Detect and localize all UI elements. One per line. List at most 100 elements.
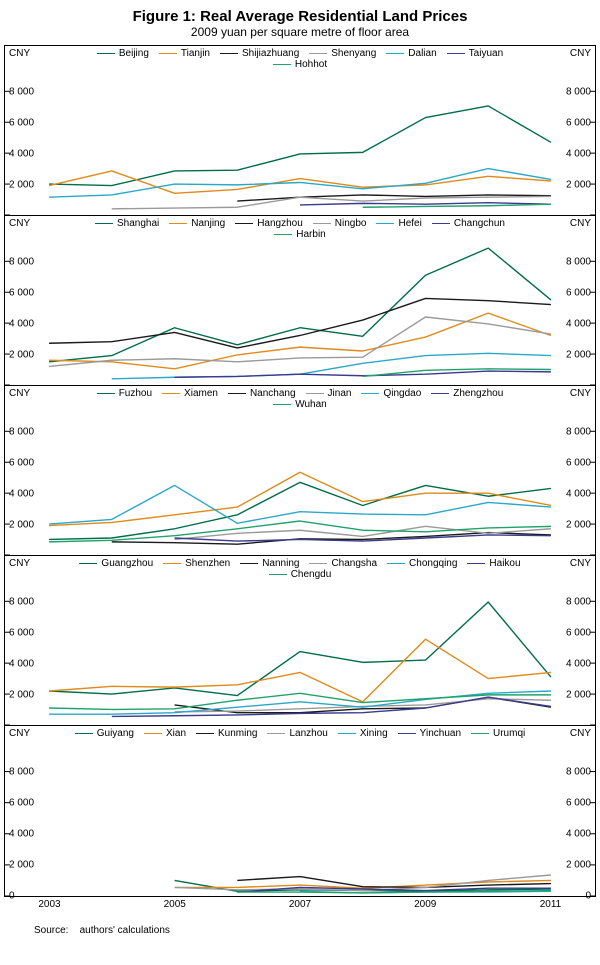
plot-area <box>5 240 595 380</box>
legend-label: Haikou <box>489 558 520 569</box>
legend-label: Changsha <box>331 558 377 569</box>
legend-swatch <box>309 563 327 564</box>
panel-legend: BeijingTianjinShijiazhuangShenyangDalian… <box>5 46 595 70</box>
legend-item: Shijiazhuang <box>220 48 299 59</box>
legend-label: Shijiazhuang <box>242 48 299 59</box>
legend-item: Shenzhen <box>163 558 230 569</box>
legend-label: Tianjin <box>181 48 210 59</box>
legend-swatch <box>196 733 214 734</box>
legend-item: Jinan <box>306 388 352 399</box>
legend-item: Wuhan <box>273 399 327 410</box>
legend-swatch <box>431 393 449 394</box>
legend-label: Urumqi <box>493 728 525 739</box>
series-line <box>237 891 551 893</box>
legend-label: Chengdu <box>291 569 332 580</box>
legend-item: Chongqing <box>387 558 457 569</box>
x-tick-label: 2003 <box>38 899 60 910</box>
legend-label: Wuhan <box>295 399 327 410</box>
panel-legend: FuzhouXiamenNanchangJinanQingdaoZhengzho… <box>5 386 595 410</box>
plot-area <box>5 580 595 720</box>
legend-swatch <box>144 733 162 734</box>
legend-swatch <box>376 223 394 224</box>
y-tick-label-right: 8 000 <box>566 596 591 607</box>
y-tick-label-left: 8 000 <box>9 596 34 607</box>
legend-swatch <box>386 53 404 54</box>
legend-swatch <box>267 733 285 734</box>
legend-item: Dalian <box>386 48 436 59</box>
plot-area <box>5 70 595 210</box>
legend-item: Nanchang <box>228 388 296 399</box>
legend-item: Urumqi <box>471 728 525 739</box>
y-tick-label-left: 4 000 <box>9 488 34 499</box>
legend-label: Lanzhou <box>289 728 327 739</box>
legend-swatch <box>163 563 181 564</box>
legend-item: Changsha <box>309 558 377 569</box>
y-tick-label-right: 4 000 <box>566 828 591 839</box>
legend-swatch <box>273 404 291 405</box>
legend-item: Beijing <box>97 48 149 59</box>
x-tick-label: 2009 <box>414 899 436 910</box>
legend-label: Guiyang <box>97 728 134 739</box>
legend-item: Guiyang <box>75 728 134 739</box>
legend-swatch <box>432 223 450 224</box>
legend-swatch <box>75 733 93 734</box>
legend-label: Zhengzhou <box>453 388 503 399</box>
figure-container: Figure 1: Real Average Residential Land … <box>0 0 600 940</box>
x-tick-label: 2011 <box>540 899 562 910</box>
legend-label: Shanghai <box>117 218 159 229</box>
legend-label: Taiyuan <box>469 48 503 59</box>
legend-item: Hohhot <box>273 59 327 70</box>
source-line: Source: authors' calculations <box>4 919 596 936</box>
legend-label: Beijing <box>119 48 149 59</box>
y-tick-label-left: 2 000 <box>9 179 34 190</box>
source-text: authors' calculations <box>80 925 170 936</box>
x-tick-label: 2005 <box>164 899 186 910</box>
y-tick-label-right: 2 000 <box>566 179 591 190</box>
legend-label: Ningbo <box>335 218 367 229</box>
legend-item: Tianjin <box>159 48 210 59</box>
y-tick-label-right: 4 000 <box>566 658 591 669</box>
legend-swatch <box>79 563 97 564</box>
y-tick-label-left: 4 000 <box>9 148 34 159</box>
legend-item: Hefei <box>376 218 421 229</box>
series-line <box>237 887 551 892</box>
y-tick-label-left: 8 000 <box>9 426 34 437</box>
legend-label: Harbin <box>296 229 325 240</box>
y-tick-label-left: 6 000 <box>9 117 34 128</box>
plot-area <box>5 410 595 550</box>
y-tick-label-left: 2 000 <box>9 349 34 360</box>
chart-panel: CNYCNYGuangzhouShenzhenNanningChangshaCh… <box>5 556 595 726</box>
legend-label: Shenzhen <box>185 558 230 569</box>
legend-label: Hohhot <box>295 59 327 70</box>
legend-swatch <box>228 393 246 394</box>
y-tick-label-left: 4 000 <box>9 318 34 329</box>
legend-label: Xiamen <box>184 388 218 399</box>
x-axis: 2003 2005 2007 2009 2011 <box>6 897 595 919</box>
legend-swatch <box>240 563 258 564</box>
panel-legend: Guangzhou Shenzhen Nanning Changsha Chongqin… <box>5 556 595 580</box>
legend-label: Hangzhou <box>257 218 303 229</box>
source-label: Source: <box>34 925 68 936</box>
legend-label: Kunming <box>218 728 257 739</box>
legend-item: Chengdu <box>269 569 332 580</box>
legend-item: Yinchuan <box>398 728 461 739</box>
chart-panel: CNYCNYFuzhouXiamenNanchangJinanQingdaoZh… <box>5 386 595 556</box>
y-tick-label-left: 4 000 <box>9 828 34 839</box>
figure-title: Figure 1: Real Average Residential Land … <box>4 8 596 25</box>
legend-swatch <box>97 53 115 54</box>
y-tick-label-left: 6 000 <box>9 287 34 298</box>
legend-item: Harbin <box>274 229 325 240</box>
x-tick-label: 2007 <box>289 899 311 910</box>
y-tick-label-right: 0 <box>585 891 591 902</box>
chart-panel: CNYCNYShanghaiNanjingHangzhouNingboHefei… <box>5 216 595 386</box>
y-tick-label-left: 2 000 <box>9 519 34 530</box>
legend-swatch <box>447 53 465 54</box>
legend-swatch <box>220 53 238 54</box>
legend-label: Nanning <box>262 558 299 569</box>
y-tick-label-right: 2 000 <box>566 519 591 530</box>
legend-swatch <box>467 563 485 564</box>
legend-item: Guangzhou <box>79 558 153 569</box>
y-tick-label-right: 6 000 <box>566 287 591 298</box>
legend-swatch <box>309 53 327 54</box>
chart-panel: CNYCNYGuiyangXianKunmingLanzhouXiningYin… <box>5 726 595 896</box>
